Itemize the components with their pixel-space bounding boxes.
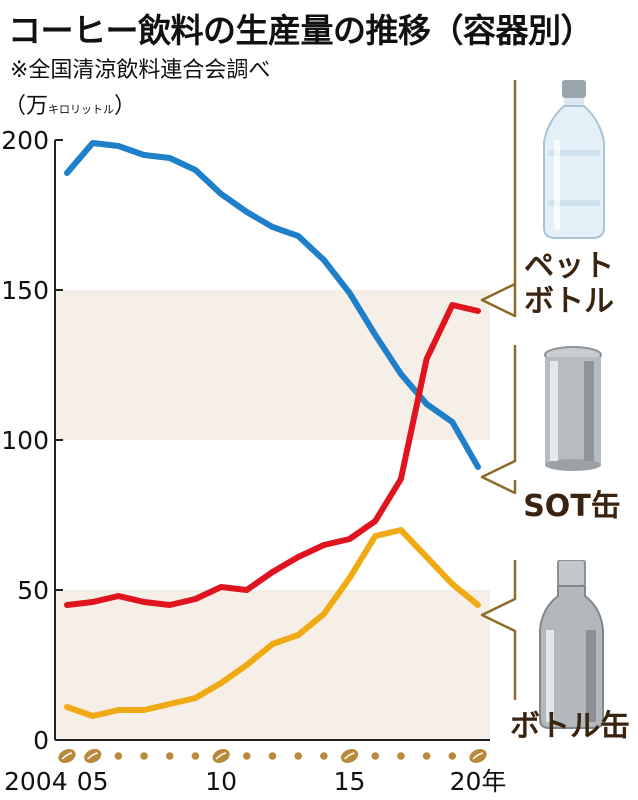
- unit-small: キロリットル: [48, 103, 115, 116]
- x-tick-label-2015: 15: [334, 767, 366, 796]
- year-dot-marker: [268, 752, 277, 760]
- y-tick-label-50: 50: [17, 576, 49, 605]
- year-dot-marker: [140, 752, 148, 760]
- coffee-bean-icon: [340, 748, 359, 764]
- y-tick-label-0: 0: [33, 726, 49, 755]
- bracket-sot-can: [480, 345, 517, 495]
- label-pet-line2: ボトル: [524, 283, 614, 319]
- coffee-bean-icon: [469, 748, 487, 764]
- x-tick-label-2005: 05: [77, 767, 109, 796]
- background-band-1: [55, 590, 490, 740]
- x-tick-label-2020: 20年: [450, 767, 507, 796]
- pet-bottle-icon: [543, 80, 605, 239]
- bracket-bottle-can: [480, 560, 517, 700]
- coffee-bean-icon: [58, 748, 76, 764]
- year-dot-marker: [243, 752, 251, 760]
- coffee-bean-crease: [344, 752, 355, 760]
- series-line-pet: [64, 140, 481, 470]
- year-dot-marker: [320, 752, 328, 760]
- label-bottle-can: ボトル缶: [510, 709, 630, 744]
- year-dot-marker: [397, 752, 405, 760]
- label-pet-line1: ペット: [524, 249, 614, 284]
- unit-close: ）: [114, 94, 137, 119]
- year-dot-marker: [448, 752, 457, 760]
- coffee-bean-crease: [61, 752, 73, 760]
- y-tick-label-200: 200: [1, 126, 49, 155]
- y-tick-label-100: 100: [1, 426, 49, 455]
- year-dot-marker: [422, 752, 431, 760]
- series-line-sot: [64, 527, 481, 719]
- year-dot-marker: [114, 752, 123, 760]
- y-tick-label-150: 150: [1, 276, 49, 305]
- bottle-can-icon: [539, 560, 604, 729]
- coffee-bean-crease: [215, 752, 227, 760]
- x-tick-label-2010: 10: [205, 767, 237, 796]
- source-note: ※全国清涼飲料連合会調べ: [10, 58, 271, 83]
- series-line-bottle: [64, 302, 481, 608]
- coffee-bean-crease: [87, 752, 98, 760]
- year-dot-marker: [191, 752, 200, 760]
- year-dot-marker: [294, 752, 302, 760]
- year-dot-marker: [165, 752, 174, 760]
- sot-can-icon: [544, 346, 602, 471]
- chart-title: コーヒー飲料の生産量の推移（容器別）: [8, 11, 594, 50]
- coffee-bean-icon: [212, 748, 230, 764]
- y-axis-unit: （万キロリットル）: [4, 88, 136, 120]
- year-dot-marker: [371, 752, 380, 760]
- label-sot-can: SOT缶: [523, 489, 621, 524]
- unit-open: （万: [4, 94, 49, 119]
- x-tick-label-2004: 2004: [4, 767, 68, 796]
- coffee-bean-crease: [472, 752, 484, 760]
- coffee-bean-icon: [84, 748, 102, 764]
- bracket-pet-bottle: [480, 80, 517, 318]
- label-pet-bottle: ペット ボトル: [500, 249, 638, 319]
